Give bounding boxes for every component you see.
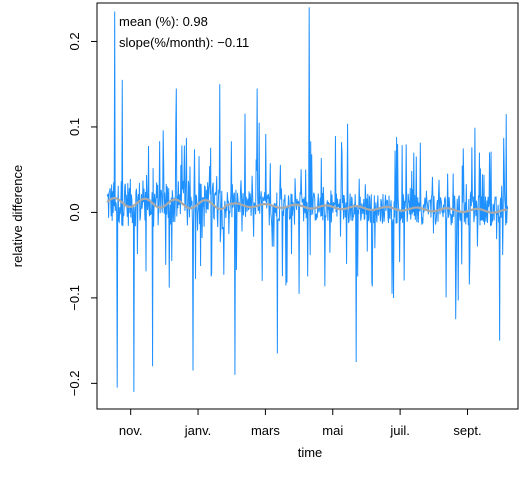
x-tick-label: mars	[251, 423, 280, 438]
x-tick-label: sept.	[453, 423, 481, 438]
y-axis: −0.2 −0.1 0.0 0.1 0.2	[67, 32, 97, 396]
y-tick-label: 0.2	[67, 32, 82, 50]
blue-series-line	[106, 7, 509, 392]
x-axis: nov. janv. mars mai juil. sept.	[119, 409, 482, 438]
x-axis-label: time	[298, 445, 323, 460]
x-tick-label: nov.	[119, 423, 143, 438]
y-tick-label: −0.2	[67, 371, 82, 397]
y-tick-label: 0.1	[67, 118, 82, 136]
y-tick-label: 0.0	[67, 203, 82, 221]
x-tick-label: juil.	[389, 423, 410, 438]
plot-frame	[96, 2, 519, 410]
y-tick-label: −0.1	[67, 285, 82, 311]
blue-series	[106, 7, 509, 392]
x-tick-label: janv.	[184, 423, 212, 438]
annotation-slope: slope(%/month): −0.11	[119, 35, 249, 50]
grey-trend-line	[106, 196, 508, 214]
x-tick-label: mai	[322, 423, 343, 438]
grey-trend-series	[106, 196, 508, 214]
annotation-mean: mean (%): 0.98	[119, 14, 208, 29]
y-axis-label: relative difference	[10, 165, 25, 267]
